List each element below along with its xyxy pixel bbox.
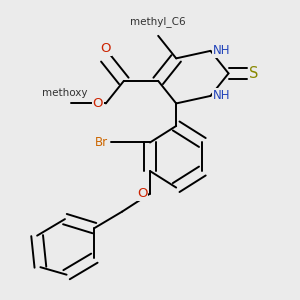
Text: NH: NH (213, 89, 231, 102)
Text: O: O (93, 97, 103, 110)
Text: NH: NH (213, 44, 231, 57)
Text: S: S (249, 66, 259, 81)
Text: methyl_C6: methyl_C6 (130, 16, 186, 27)
Text: methoxy: methoxy (42, 88, 88, 98)
Text: O: O (100, 42, 111, 56)
Text: Br: Br (95, 136, 108, 149)
Text: O: O (137, 187, 147, 200)
